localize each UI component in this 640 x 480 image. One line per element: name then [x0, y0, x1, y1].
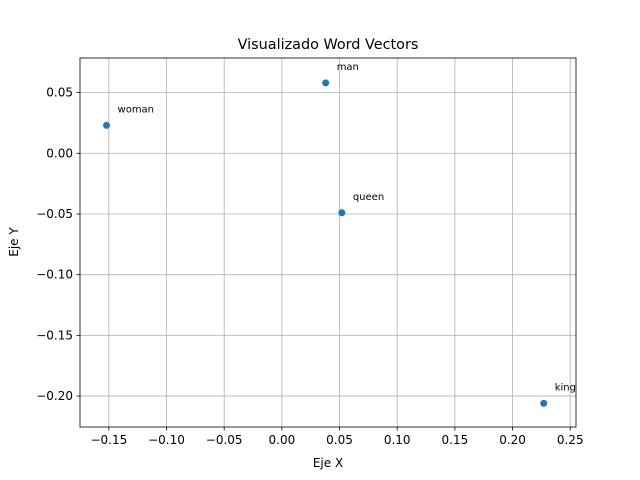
data-point-king: [540, 399, 548, 407]
chart-title: Visualizado Word Vectors: [238, 37, 419, 53]
x-tick-label: −0.05: [206, 433, 243, 447]
grid: [80, 58, 576, 427]
x-tick-label: 0.15: [442, 433, 469, 447]
y-tick-label: −0.20: [36, 389, 73, 403]
data-points: man woman queen king: [103, 62, 576, 407]
x-axis-label: Eje X: [313, 456, 343, 470]
y-tick-label: −0.10: [36, 268, 73, 282]
data-point-label: king: [555, 382, 576, 393]
data-point-label: queen: [353, 192, 384, 203]
y-tick-label: −0.05: [36, 207, 73, 221]
y-tick-label: −0.15: [36, 328, 73, 342]
x-tick-label: 0.25: [557, 433, 584, 447]
y-tick-label: 0.05: [46, 86, 73, 100]
x-tick-label: 0.05: [326, 433, 353, 447]
data-point-man: [322, 79, 330, 87]
axis-ticks: −0.15 −0.10 −0.05 0.00 0.05 0.10 0.15 0.20 0.25 0…: [36, 86, 583, 447]
data-point-label: woman: [118, 104, 155, 115]
data-point-queen: [338, 209, 346, 217]
data-point-woman: [103, 121, 111, 129]
plot-frame: [79, 57, 577, 428]
x-tick-label: 0.20: [499, 433, 526, 447]
y-tick-label: 0.00: [46, 146, 73, 160]
x-tick-label: −0.15: [90, 433, 127, 447]
x-tick-label: −0.10: [148, 433, 185, 447]
y-axis-label: Eje Y: [7, 227, 21, 257]
x-tick-label: 0.00: [269, 433, 296, 447]
x-tick-label: 0.10: [384, 433, 411, 447]
data-point-label: man: [337, 62, 359, 73]
